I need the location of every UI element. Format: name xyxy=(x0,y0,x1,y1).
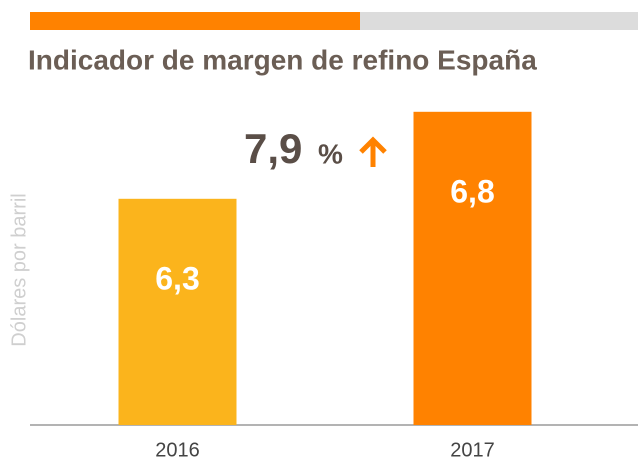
bar xyxy=(118,198,237,425)
value-label: 6,3 xyxy=(155,260,199,296)
x-tick-label: 2016 xyxy=(155,439,200,461)
progress-remaining xyxy=(360,12,638,30)
y-axis-label: Dólares por barril xyxy=(8,193,30,346)
value-label: 6,8 xyxy=(450,173,494,209)
chart-title: Indicador de margen de refino España xyxy=(28,44,537,75)
annotation-unit: % xyxy=(318,138,343,169)
x-tick-label: 2017 xyxy=(450,439,495,461)
annotation-number: 7,9 xyxy=(244,125,302,172)
progress-filled xyxy=(30,12,360,30)
bar xyxy=(413,111,532,426)
up-arrow xyxy=(359,136,387,167)
